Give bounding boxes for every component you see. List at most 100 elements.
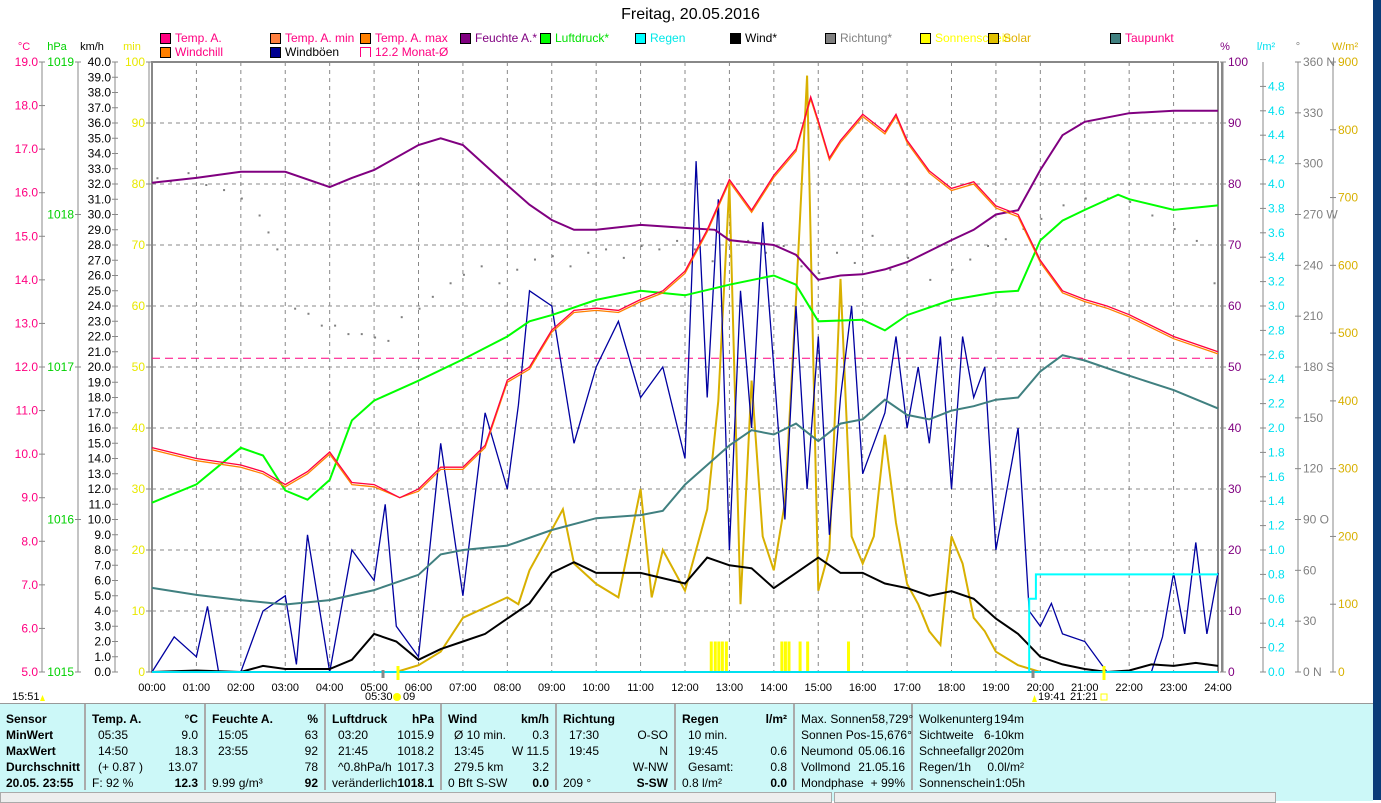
info-label: Neumond [801,744,854,758]
axis-label-hum: 40 [1228,421,1242,435]
cell-value: S-SW [636,776,668,790]
axis-label-solar: 500 [1338,326,1358,340]
table-row: ^0.8hPa/h 1017.3 [332,759,434,775]
axis-label-wind: 15.0 [88,436,112,450]
cell-label: 13:45 [454,744,485,758]
sunshine-bar [724,641,728,672]
table-row: Max. Sonnen 58,729° [801,711,913,727]
chart-title: Freitag, 20.05.2016 [621,6,760,23]
column-unit: °C [184,712,198,726]
legend-label: Luftdruck* [555,31,610,45]
legend-item: Solar [988,31,1031,45]
direction-point [347,333,350,336]
table-row: Sonnen Pos -15,676° [801,727,912,743]
table-row: 21:45 1018.2 [332,743,434,759]
legend-item: 12.2 Monat-Ø [360,45,448,59]
cell-value: 1017.3 [397,760,434,774]
table-row: 14:50 18.3 [92,743,198,759]
direction-point [307,312,310,315]
legend-item: Temp. A. [160,31,222,45]
cell-value: 0.3 [532,728,549,742]
row-label: 20.05. 23:55 [6,776,74,790]
legend-item: Regen [635,31,685,45]
legend-swatch [635,32,646,44]
direction-point [431,295,434,298]
table-row: MinWert [6,727,78,743]
legend-item: Windchill [160,45,223,59]
x-tick-label: 02:00 [227,682,255,694]
cell-label: 19:45 [688,744,719,758]
weather-chart: °C19.018.017.016.015.014.013.012.011.010… [12,41,1359,703]
table-row: Sensor [6,711,78,727]
direction-point [156,177,159,180]
axis-unit-dir: ° [1296,41,1300,53]
direction-point [907,256,910,259]
x-tick-label: 24:00 [1204,682,1232,694]
table-row: 13:45 W 11.5 [448,743,549,759]
axis-label-wind: 14.0 [88,452,112,466]
cell-value: 0.8 [770,760,787,774]
cell-label: Ø 10 min. [454,728,507,742]
direction-point [1173,228,1176,231]
table-row: 10 min. [682,727,787,743]
axis-label-temp: 16.0 [15,186,39,200]
axis-label-hum: 20 [1228,543,1242,557]
table-row: Regen l/m² [682,711,787,727]
column-header: Regen [682,712,719,726]
axis-label-rain: 2.2 [1268,397,1285,411]
axis-label-hum: 60 [1228,299,1242,313]
axis-label-sun: 70 [132,238,146,252]
column-header: Wind [448,712,478,726]
table-row: Gesamt: 0.8 [682,759,787,775]
table-row: Ø 10 min. 0.3 [448,727,549,743]
direction-point [418,307,421,310]
legend-label: 12.2 Monat-Ø [375,45,449,59]
table-row: F: 92 % 12.3 [92,775,198,791]
axis-unit-solar: W/m² [1332,41,1359,53]
axis-label-rain: 3.2 [1268,275,1285,289]
legend-label: Windchill [175,45,224,59]
cell-label: (+ 0.87 ) [98,760,144,774]
axis-label-press: 1018 [47,208,74,222]
axis-label-wind: 25.0 [88,284,112,298]
direction-point [1040,217,1043,220]
direction-point [223,189,226,192]
axis-label-rain: 4.6 [1268,104,1285,118]
axis-label-wind: 3.0 [94,619,111,633]
axis-label-rain: 2.6 [1268,348,1285,362]
legend-item: Feuchte A.* [460,31,537,45]
table-row: Regen/1h 0.0l/m² [919,759,1024,775]
axis-label-solar: 700 [1338,191,1358,205]
table-row: Neumond 05.06.16 [801,743,905,759]
axis-label-dir: 150 [1303,411,1323,425]
info-label: Regen/1h [919,760,972,774]
axis-label-temp: 17.0 [15,142,39,156]
cell-label: 0 Bft S-SW [448,776,508,790]
table-row: 05:35 9.0 [92,727,198,743]
direction-point [889,268,892,271]
direction-point [400,316,403,319]
sunshine-bar [709,641,713,672]
cell-label: 15:05 [218,728,249,742]
legend-swatch [920,32,931,44]
axis-label-hum: 70 [1228,238,1242,252]
cell-value: O-SO [637,728,668,742]
direction-point [1151,214,1154,217]
cell-value: 9.0 [181,728,198,742]
sun-triangle-icon [40,695,45,701]
legend-item: Luftdruck* [540,31,609,45]
axis-label-rain: 3.4 [1268,250,1285,264]
direction-point [711,260,714,263]
cell-label: 9.99 g/m³ [212,776,263,790]
axis-label-sun: 100 [125,55,145,69]
marker-time-left: 15:51 [12,691,40,703]
sunset-time: 19:41 [1038,691,1066,703]
axis-label-wind: 6.0 [94,574,111,588]
axis-label-press: 1017 [47,360,74,374]
axis-label-dir: 330 [1303,106,1323,120]
x-tick-label: 06:00 [405,682,433,694]
axis-label-rain: 0.4 [1268,616,1285,630]
x-tick-label: 20:00 [1027,682,1055,694]
axis-label-rain: 4.2 [1268,153,1285,167]
direction-point [1213,282,1216,285]
